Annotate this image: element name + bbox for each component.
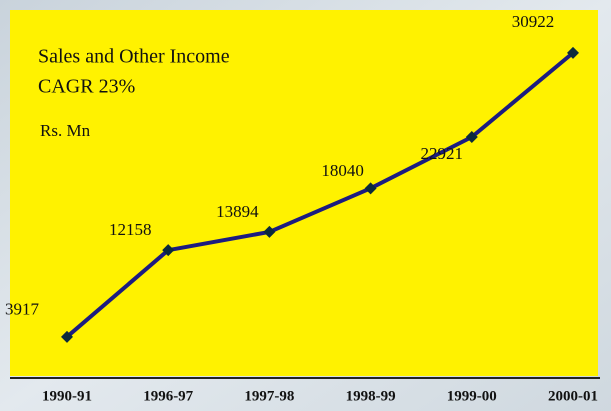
data-point: [263, 225, 276, 238]
x-tick-label: 1997-98: [244, 388, 294, 404]
data-point: [162, 244, 175, 257]
data-label: 13894: [216, 202, 259, 221]
data-point: [364, 182, 377, 195]
data-point: [61, 330, 73, 343]
data-point: [465, 131, 478, 144]
x-tick-label: 1998-99: [346, 388, 396, 404]
data-label: 18040: [321, 161, 364, 180]
data-line: [65, 51, 575, 339]
chart-subtitle: CAGR 23%: [38, 76, 135, 98]
plot-area: [10, 10, 598, 376]
data-label: 12158: [109, 220, 152, 239]
y-axis-label: Rs. Mn: [40, 121, 91, 140]
chart-title: Sales and Other Income: [38, 46, 230, 68]
x-tick-label: 1990-91: [42, 388, 92, 404]
data-label: 22921: [421, 144, 464, 163]
data-label: 3917: [5, 300, 40, 319]
data-point: [567, 46, 579, 59]
x-tick-label: 2000-01: [548, 388, 598, 404]
x-tick-label: 1999-00: [447, 388, 497, 404]
x-tick-label: 1996-97: [143, 388, 193, 404]
data-label: 30922: [512, 12, 555, 31]
